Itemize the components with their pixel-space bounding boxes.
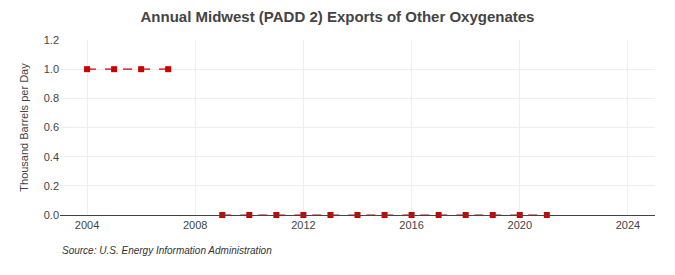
- svg-text:0.0: 0.0: [44, 209, 59, 221]
- svg-text:Thousand Barrels per Day: Thousand Barrels per Day: [18, 63, 30, 192]
- svg-text:2020: 2020: [508, 219, 532, 231]
- svg-text:0.2: 0.2: [44, 180, 59, 192]
- svg-text:0.8: 0.8: [44, 92, 59, 104]
- svg-text:2016: 2016: [399, 219, 423, 231]
- svg-text:0.6: 0.6: [44, 121, 59, 133]
- svg-text:2024: 2024: [616, 219, 640, 231]
- svg-text:1.0: 1.0: [44, 63, 59, 75]
- svg-text:2008: 2008: [183, 219, 207, 231]
- svg-text:0.4: 0.4: [44, 151, 59, 163]
- svg-text:Annual Midwest (PADD 2) Export: Annual Midwest (PADD 2) Exports of Other…: [141, 8, 535, 25]
- svg-text:1.2: 1.2: [44, 34, 59, 46]
- svg-text:2012: 2012: [291, 219, 315, 231]
- svg-text:Source: U.S. Energy Informatio: Source: U.S. Energy Information Administ…: [62, 245, 272, 256]
- svg-text:2004: 2004: [75, 219, 99, 231]
